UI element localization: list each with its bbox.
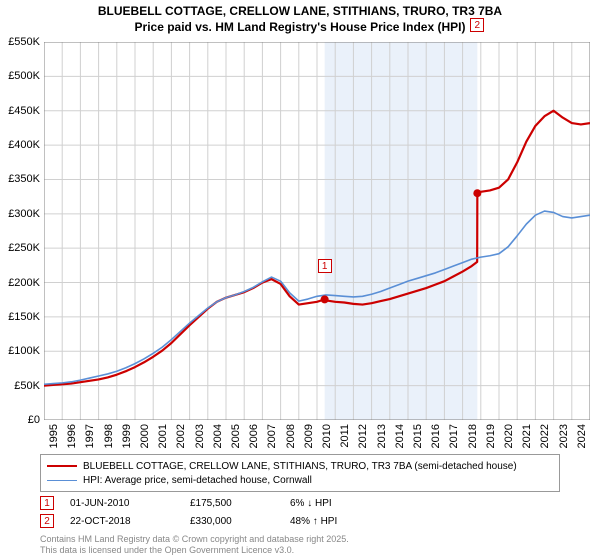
y-tick-label: £200K [8,277,40,289]
legend-item-property: BLUEBELL COTTAGE, CRELLOW LANE, STITHIAN… [47,459,553,473]
y-tick-label: £0 [28,414,40,426]
x-tick-label: 2005 [230,424,242,448]
x-tick-label: 2004 [212,424,224,448]
legend-swatch-hpi [47,480,77,481]
y-tick-label: £150K [8,311,40,323]
sale-marker-2: 2 [40,514,54,528]
sales-table: 1 01-JUN-2010 £175,500 6% ↓ HPI 2 22-OCT… [40,494,400,530]
legend-label-property: BLUEBELL COTTAGE, CRELLOW LANE, STITHIAN… [83,461,517,472]
sale-price-2: £330,000 [190,516,280,527]
y-tick-label: £450K [8,105,40,117]
x-tick-label: 2012 [357,424,369,448]
x-tick-label: 2013 [376,424,388,448]
x-tick-label: 2021 [521,424,533,448]
y-tick-label: £550K [8,36,40,48]
x-tick-label: 2001 [157,424,169,448]
x-tick-label: 2022 [539,424,551,448]
attribution-line-1: Contains HM Land Registry data © Crown c… [40,534,349,545]
x-tick-label: 2020 [503,424,515,448]
sale-price-1: £175,500 [190,498,280,509]
x-tick-label: 2002 [175,424,187,448]
sale-row-1: 1 01-JUN-2010 £175,500 6% ↓ HPI [40,494,400,512]
chart-container: BLUEBELL COTTAGE, CRELLOW LANE, STITHIAN… [0,0,600,560]
x-tick-label: 2006 [248,424,260,448]
x-tick-label: 2000 [139,424,151,448]
x-tick-label: 2016 [430,424,442,448]
x-tick-label: 2014 [394,424,406,448]
x-tick-label: 2010 [321,424,333,448]
chart-area: £0£50K£100K£150K£200K£250K£300K£350K£400… [44,42,590,420]
sale-diff-1: 6% ↓ HPI [290,498,400,509]
legend-label-hpi: HPI: Average price, semi-detached house,… [83,475,312,486]
x-tick-label: 2008 [285,424,297,448]
sale-marker-box: 2 [470,18,484,32]
x-tick-label: 1997 [84,424,96,448]
legend-item-hpi: HPI: Average price, semi-detached house,… [47,473,553,487]
title-block: BLUEBELL COTTAGE, CRELLOW LANE, STITHIAN… [0,0,600,35]
x-tick-label: 2007 [266,424,278,448]
x-tick-label: 1995 [48,424,60,448]
sale-row-2: 2 22-OCT-2018 £330,000 48% ↑ HPI [40,512,400,530]
y-tick-label: £250K [8,242,40,254]
x-tick-label: 1998 [103,424,115,448]
x-tick-label: 2003 [194,424,206,448]
y-tick-label: £100K [8,345,40,357]
legend: BLUEBELL COTTAGE, CRELLOW LANE, STITHIAN… [40,454,560,492]
attribution: Contains HM Land Registry data © Crown c… [40,534,349,556]
sale-date-2: 22-OCT-2018 [70,516,180,527]
x-tick-label: 1996 [66,424,78,448]
plot-svg [44,42,590,420]
x-tick-label: 2024 [576,424,588,448]
title-line-1: BLUEBELL COTTAGE, CRELLOW LANE, STITHIAN… [0,4,600,20]
x-tick-label: 1999 [121,424,133,448]
x-tick-label: 2017 [448,424,460,448]
title-line-2: Price paid vs. HM Land Registry's House … [0,20,600,36]
x-tick-label: 2011 [339,424,351,448]
y-tick-label: £50K [14,380,40,392]
y-tick-label: £350K [8,173,40,185]
sale-date-1: 01-JUN-2010 [70,498,180,509]
y-tick-label: £500K [8,70,40,82]
y-tick-label: £300K [8,208,40,220]
legend-swatch-property [47,465,77,467]
sale-marker-1: 1 [40,496,54,510]
x-tick-label: 2018 [467,424,479,448]
x-tick-label: 2015 [412,424,424,448]
sale-diff-2: 48% ↑ HPI [290,516,400,527]
attribution-line-2: This data is licensed under the Open Gov… [40,545,349,556]
sale-marker-box: 1 [318,259,332,273]
x-tick-label: 2009 [303,424,315,448]
x-tick-label: 2019 [485,424,497,448]
y-tick-label: £400K [8,139,40,151]
x-tick-label: 2023 [558,424,570,448]
